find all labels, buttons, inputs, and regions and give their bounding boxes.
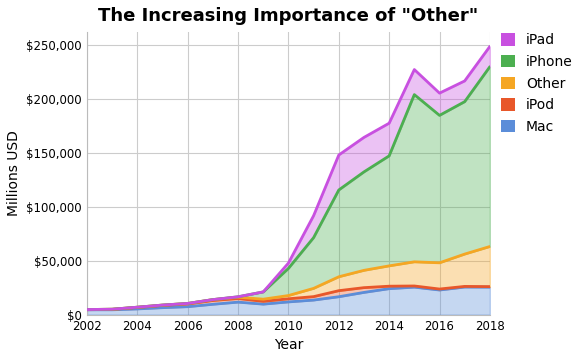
Legend: iPad, iPhone, Other, iPod, Mac: iPad, iPhone, Other, iPod, Mac bbox=[501, 33, 572, 134]
Title: The Increasing Importance of "Other": The Increasing Importance of "Other" bbox=[98, 7, 478, 25]
Y-axis label: Millions USD: Millions USD bbox=[7, 130, 21, 216]
X-axis label: Year: Year bbox=[274, 338, 303, 352]
